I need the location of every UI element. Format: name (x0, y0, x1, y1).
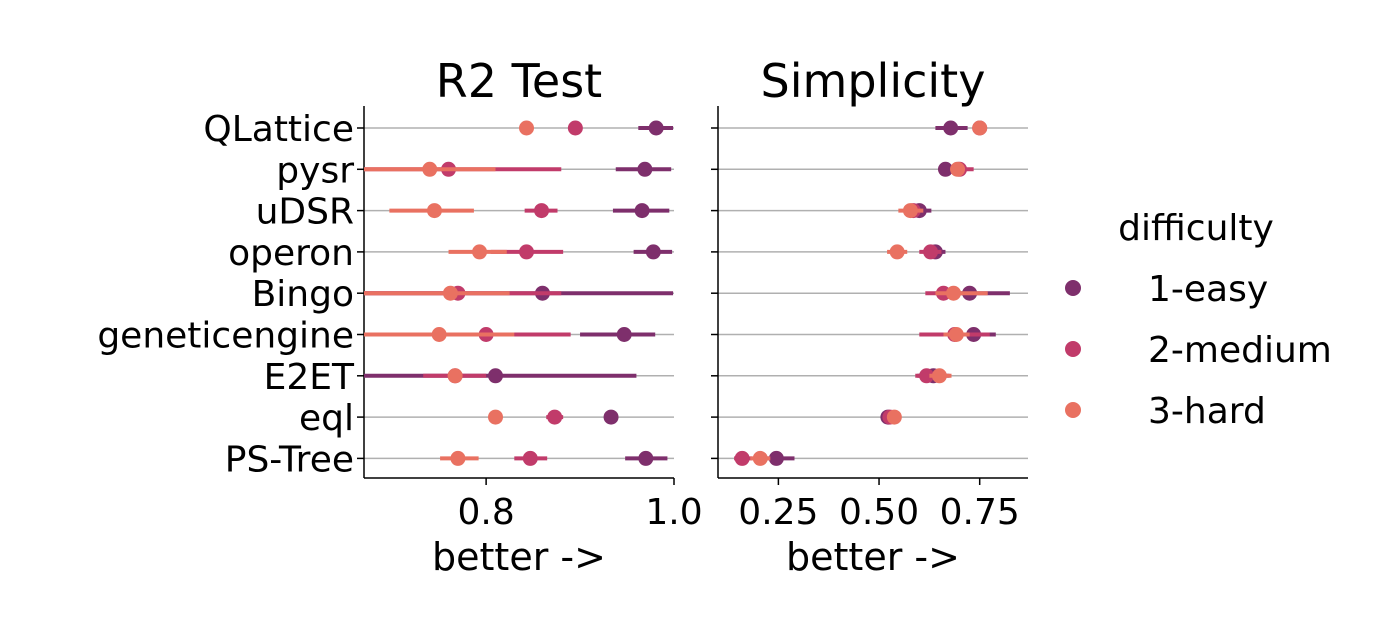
data-point (734, 450, 750, 466)
y-tick-label: Bingo (252, 274, 354, 315)
x-axis-label: better -> (432, 535, 606, 579)
data-point (886, 409, 902, 425)
y-tick-label: operon (228, 233, 354, 274)
data-point (943, 120, 959, 136)
y-tick-label: uDSR (256, 192, 354, 233)
data-point (931, 368, 947, 384)
legend-label: 3-hard (1148, 391, 1266, 432)
panel-title: R2 Test (436, 54, 602, 108)
data-point (752, 450, 768, 466)
data-point (547, 409, 563, 425)
data-point (950, 161, 966, 177)
x-tick-label: 0.50 (839, 492, 919, 533)
data-point (488, 368, 504, 384)
data-point (422, 161, 438, 177)
data-point (519, 244, 535, 260)
series-3-hard (750, 120, 988, 466)
data-point (616, 327, 632, 342)
data-point (426, 203, 442, 219)
panel-title: Simplicity (761, 54, 986, 108)
data-point (567, 120, 583, 136)
data-point (472, 244, 488, 260)
data-point (923, 244, 939, 260)
data-point (534, 203, 550, 219)
y-tick-label: E2ET (264, 357, 355, 398)
y-tick-label: pysr (276, 150, 354, 191)
data-point (447, 368, 463, 384)
legend-marker (1065, 280, 1081, 296)
data-point (648, 120, 664, 136)
x-tick-label: 0.8 (457, 492, 514, 533)
data-point (889, 244, 905, 260)
x-tick-label: 0.25 (738, 492, 818, 533)
data-point (603, 409, 619, 425)
data-point (919, 368, 935, 384)
x-tick-label: 0.75 (940, 492, 1020, 533)
data-point (522, 450, 538, 466)
panels-layer: QLatticepysruDSRoperonBingogeneticengine… (97, 54, 1028, 579)
data-point (450, 450, 466, 466)
legend: difficulty 1-easy 2-medium 3-hard (1065, 208, 1332, 432)
data-point (519, 120, 535, 136)
data-point (442, 285, 458, 301)
data-point (634, 203, 650, 219)
data-point (972, 120, 988, 136)
data-point (638, 450, 654, 466)
data-point (431, 327, 447, 342)
y-tick-label: PS-Tree (225, 439, 354, 480)
data-point (946, 285, 962, 301)
x-axis-label: better -> (786, 535, 960, 579)
panel-0: QLatticepysruDSRoperonBingogeneticengine… (97, 54, 702, 579)
legend-label: 2-medium (1148, 330, 1332, 371)
data-point (637, 161, 653, 177)
legend-label: 1-easy (1148, 269, 1268, 310)
series-3-hard (364, 120, 535, 466)
legend-title: difficulty (1118, 208, 1274, 249)
data-point (645, 244, 661, 260)
legend-marker (1065, 402, 1081, 418)
data-point (902, 203, 918, 219)
panel-1: 0.25 0.50 0.75 Simplicity better -> (711, 54, 1028, 579)
y-tick-label: geneticengine (97, 316, 354, 357)
legend-marker (1065, 341, 1081, 357)
data-point (768, 450, 784, 466)
y-tick-label: eql (299, 398, 354, 439)
data-point (488, 409, 504, 425)
y-tick-label: QLattice (203, 109, 354, 150)
x-tick-label: 1.0 (645, 492, 702, 533)
data-point (948, 327, 964, 342)
data-point (937, 161, 953, 177)
